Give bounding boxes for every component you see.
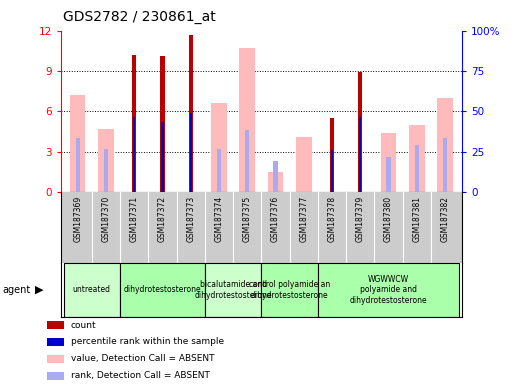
Text: dihydrotestosterone: dihydrotestosterone: [124, 285, 201, 295]
Text: GSM187370: GSM187370: [101, 195, 110, 242]
Bar: [205, 263, 261, 317]
Text: percentile rank within the sample: percentile rank within the sample: [71, 338, 224, 346]
Text: GSM187382: GSM187382: [440, 195, 449, 242]
Bar: [190, 113, 192, 192]
Bar: [70, 95, 86, 192]
Bar: [161, 56, 165, 192]
Text: GSM187378: GSM187378: [327, 195, 336, 242]
Text: GSM187376: GSM187376: [271, 195, 280, 242]
Bar: [359, 117, 362, 192]
Bar: [414, 145, 419, 192]
Text: WGWWCW
polyamide and
dihydrotestosterone: WGWWCW polyamide and dihydrotestosterone: [350, 275, 427, 305]
Bar: [217, 149, 221, 192]
Text: untreated: untreated: [73, 285, 111, 295]
Text: GSM187377: GSM187377: [299, 195, 308, 242]
Bar: [261, 263, 318, 317]
Bar: [47, 338, 64, 346]
Text: GSM187374: GSM187374: [214, 195, 223, 242]
Bar: [211, 103, 227, 192]
Bar: [381, 133, 397, 192]
Bar: [437, 98, 453, 192]
Text: GSM187379: GSM187379: [356, 195, 365, 242]
Text: GSM187381: GSM187381: [412, 195, 421, 242]
Bar: [331, 150, 333, 192]
Text: GSM187380: GSM187380: [384, 195, 393, 242]
Bar: [132, 55, 136, 192]
Bar: [76, 138, 80, 192]
Bar: [63, 263, 120, 317]
Bar: [47, 372, 64, 380]
Bar: [358, 73, 362, 192]
Text: agent: agent: [3, 285, 31, 295]
Text: GSM187372: GSM187372: [158, 195, 167, 242]
Text: control polyamide an
dihydrotestosterone: control polyamide an dihydrotestosterone: [249, 280, 330, 300]
Bar: [245, 129, 249, 192]
Text: value, Detection Call = ABSENT: value, Detection Call = ABSENT: [71, 354, 214, 363]
Text: GSM187369: GSM187369: [73, 195, 82, 242]
Bar: [133, 118, 135, 192]
Text: GSM187371: GSM187371: [130, 195, 139, 242]
Bar: [188, 35, 193, 192]
Bar: [268, 172, 283, 192]
Bar: [47, 355, 64, 363]
Text: GSM187375: GSM187375: [243, 195, 252, 242]
Bar: [443, 138, 447, 192]
Text: bicalutamide and
dihydrotestosterone: bicalutamide and dihydrotestosterone: [194, 280, 272, 300]
Bar: [330, 118, 334, 192]
Bar: [104, 149, 108, 192]
Text: GSM187373: GSM187373: [186, 195, 195, 242]
Bar: [296, 137, 312, 192]
Text: ▶: ▶: [35, 285, 44, 295]
Bar: [409, 125, 425, 192]
Text: GDS2782 / 230861_at: GDS2782 / 230861_at: [63, 10, 216, 23]
Bar: [161, 122, 164, 192]
Bar: [120, 263, 205, 317]
Text: rank, Detection Call = ABSENT: rank, Detection Call = ABSENT: [71, 371, 210, 380]
Bar: [274, 161, 278, 192]
Bar: [386, 157, 391, 192]
Bar: [98, 129, 114, 192]
Bar: [318, 263, 459, 317]
Bar: [240, 48, 255, 192]
Bar: [47, 321, 64, 329]
Text: count: count: [71, 321, 97, 330]
